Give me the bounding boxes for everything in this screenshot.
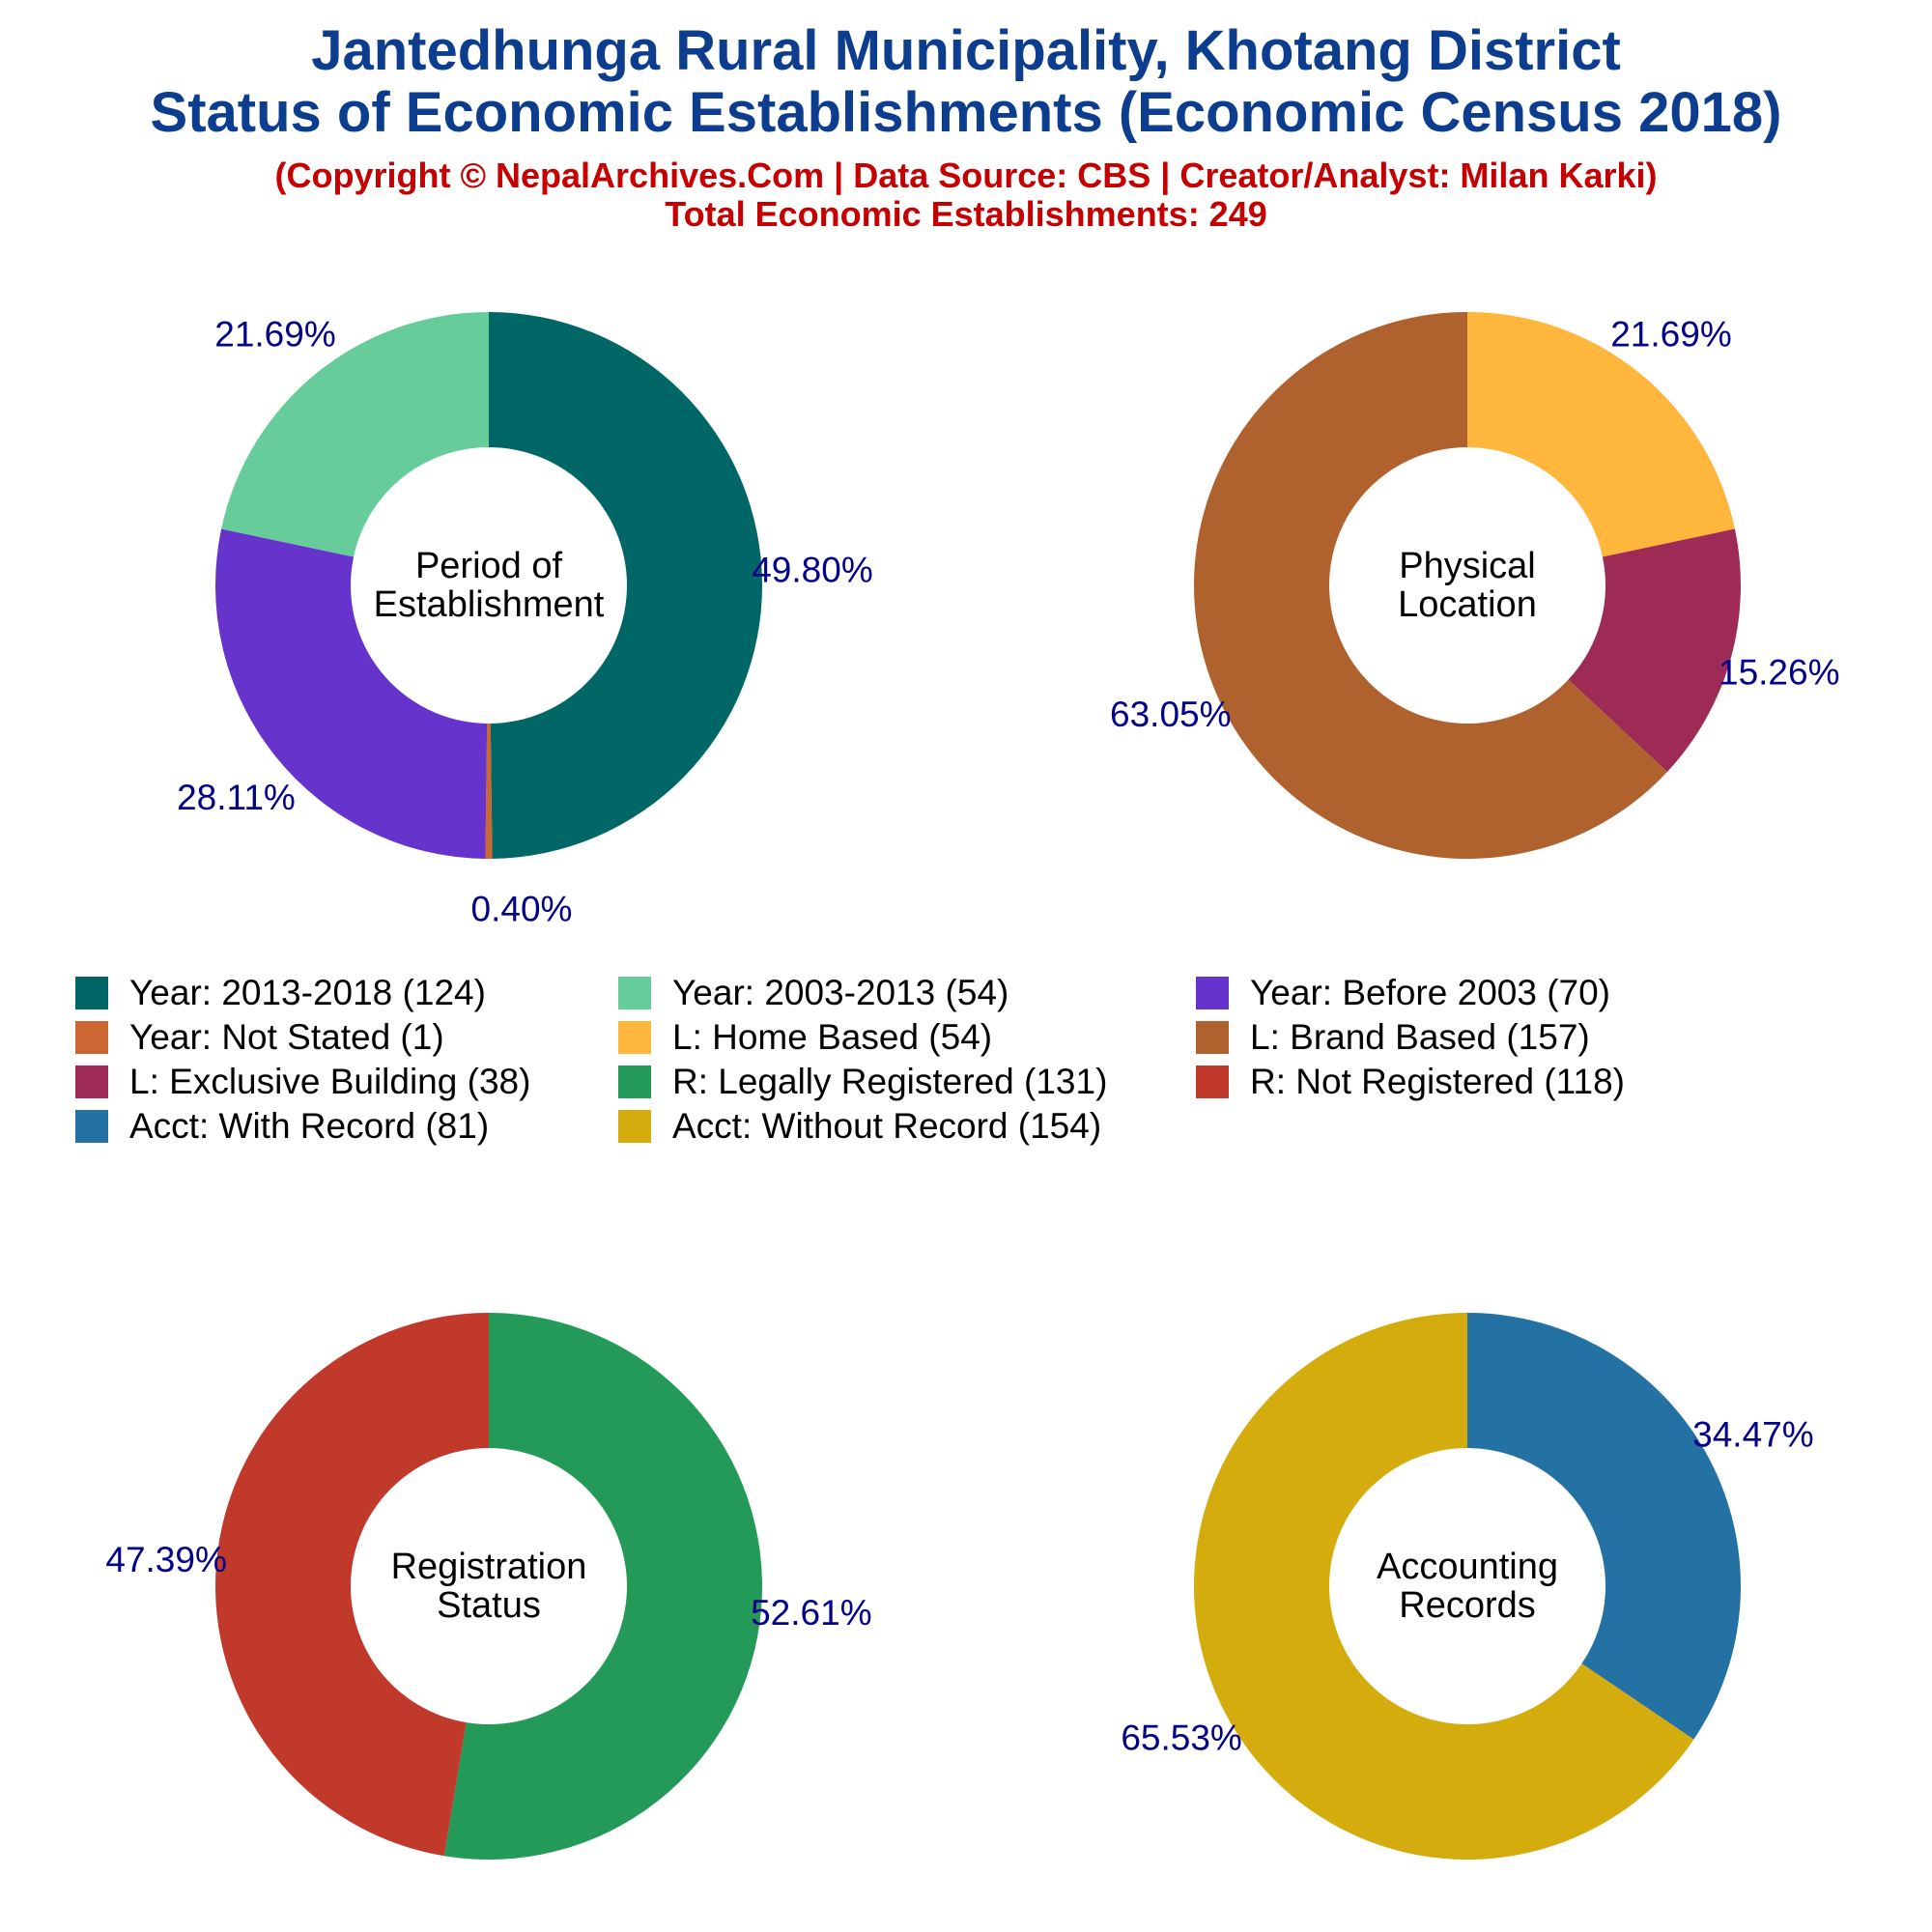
- slice-year-2013-2018: [489, 311, 763, 859]
- slice-l-home-based: [1467, 312, 1735, 557]
- slice-l-exclusive-building: [1568, 528, 1741, 773]
- slice-year-not-stated: [485, 723, 493, 860]
- pct-label-l-exclusive-building: 15.26%: [1719, 652, 1840, 692]
- pct-label-acct-without-record: 65.53%: [1121, 1719, 1242, 1758]
- pct-label-l-brand-based: 63.05%: [1110, 695, 1232, 734]
- center-label-line-1: Registration: [391, 1547, 587, 1587]
- pct-label-l-home-based: 21.69%: [1610, 314, 1732, 354]
- center-label-line-2: Establishment: [374, 584, 605, 625]
- pct-label-r-legally-registered: 52.61%: [751, 1593, 872, 1633]
- slice-r-legally-registered: [443, 1313, 763, 1861]
- page-subtitle: Status of Economic Establishments (Econo…: [150, 81, 1782, 144]
- center-label-line-1: Physical: [1399, 546, 1536, 586]
- slice-year-before-2003: [214, 528, 488, 859]
- slice-year-2003-2013: [221, 312, 489, 557]
- slice-acct-with-record: [1467, 1313, 1741, 1740]
- donut-chart-1: 49.80% 0.40% 28.11% 21.69% Period ofEstablis…: [177, 311, 873, 929]
- slice-acct-without-record: [1194, 1313, 1694, 1861]
- pct-label-r-not-registered: 47.39%: [105, 1540, 227, 1579]
- center-label-line-2: Location: [1398, 584, 1537, 625]
- pct-label-year-not-stated: 0.40%: [471, 890, 573, 929]
- pct-label-year-2003-2013: 21.69%: [214, 314, 336, 354]
- center-label-line-1: Accounting: [1377, 1547, 1558, 1587]
- center-label-line-1: Period of: [415, 546, 563, 586]
- pct-label-acct-with-record: 34.47%: [1692, 1414, 1814, 1454]
- center-label-line-2: Records: [1399, 1585, 1536, 1626]
- page-title: Jantedhunga Rural Municipality, Khotang …: [311, 19, 1621, 82]
- copyright-note: (Copyright © NepalArchives.Com | Data So…: [274, 156, 1658, 195]
- center-label-line-2: Status: [437, 1585, 541, 1626]
- total-establishments: Total Economic Establishments: 249: [665, 194, 1267, 234]
- pct-label-year-2013-2018: 49.80%: [752, 550, 873, 589]
- pct-label-year-before-2003: 28.11%: [177, 778, 296, 817]
- slice-l-brand-based: [1194, 311, 1667, 859]
- slice-r-not-registered: [215, 1313, 489, 1857]
